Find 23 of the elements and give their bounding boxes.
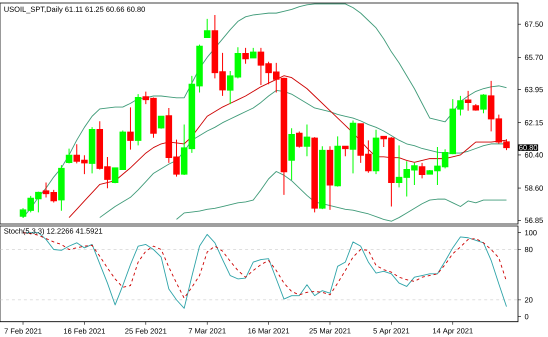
candlestick xyxy=(127,106,134,150)
candlestick xyxy=(204,18,210,38)
candlestick xyxy=(250,47,257,59)
candlestick xyxy=(350,120,356,174)
candlestick xyxy=(311,136,318,213)
candlestick xyxy=(304,124,310,157)
candlestick xyxy=(319,146,326,210)
candlestick xyxy=(464,90,472,112)
candlestick xyxy=(134,94,142,146)
candlestick xyxy=(66,148,72,164)
candlestick xyxy=(480,94,487,114)
candlestick xyxy=(88,126,96,174)
candlestick xyxy=(58,164,65,212)
candlestick xyxy=(242,47,249,64)
candlestick xyxy=(418,162,426,179)
candlestick xyxy=(326,146,334,210)
candlestick xyxy=(334,136,341,188)
candlestick xyxy=(296,131,303,148)
candlestick xyxy=(372,129,380,175)
candlestick xyxy=(288,128,295,180)
candlestick xyxy=(342,146,349,157)
candlestick xyxy=(472,104,480,112)
candlestick xyxy=(158,115,164,130)
